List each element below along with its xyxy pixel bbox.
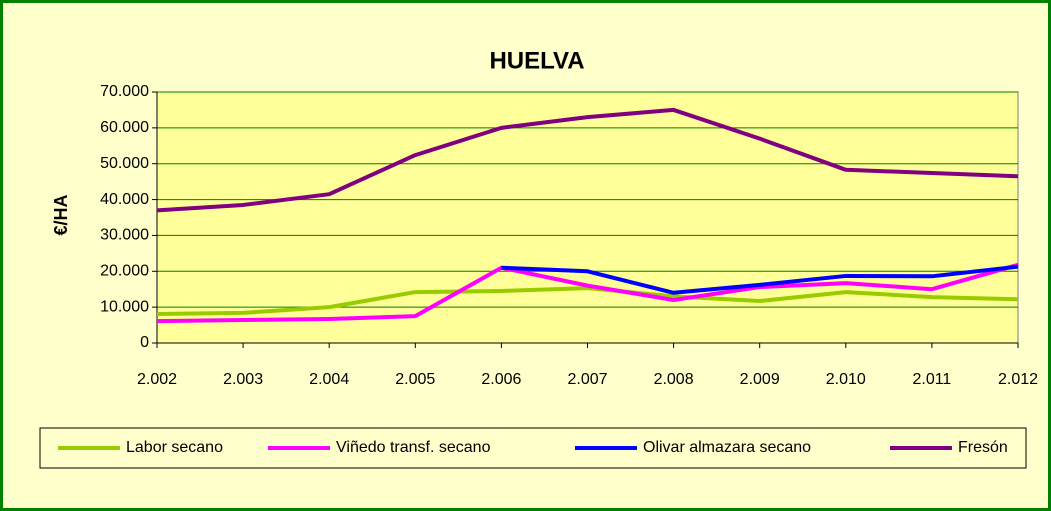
series-line — [156, 286, 1019, 316]
legend-label: Fresón — [958, 439, 1008, 456]
y-tick-label: 10.000 — [100, 298, 149, 315]
chart-title: HUELVA — [489, 47, 584, 74]
plot-area — [156, 91, 1019, 344]
y-tick-label: 70.000 — [100, 83, 149, 100]
series-line — [156, 107, 1019, 213]
series-line — [156, 262, 1019, 324]
x-tick-label: 2.008 — [654, 371, 694, 388]
series-line — [501, 264, 1019, 295]
y-tick-label: 30.000 — [100, 227, 149, 244]
y-tick-label: 60.000 — [100, 119, 149, 136]
x-tick-label: 2.012 — [998, 371, 1038, 388]
x-tick-label: 2.002 — [137, 371, 177, 388]
x-tick-label: 2.007 — [567, 371, 607, 388]
legend-box — [39, 427, 1027, 469]
y-tick-label: 20.000 — [100, 263, 149, 280]
x-tick-label: 2.004 — [309, 371, 349, 388]
x-tick-label: 2.003 — [223, 371, 263, 388]
x-tick-label: 2.009 — [740, 371, 780, 388]
y-tick-label: 50.000 — [100, 155, 149, 172]
y-axis-label: €/HA — [51, 194, 71, 235]
y-tick-label: 0 — [140, 334, 149, 351]
x-tick-label: 2.011 — [912, 371, 951, 388]
legend-label: Viñedo transf. secano — [336, 439, 491, 456]
x-tick-label: 2.006 — [481, 371, 521, 388]
legend-label: Olivar almazara secano — [643, 439, 811, 456]
x-tick-label: 2.010 — [826, 371, 866, 388]
x-tick-label: 2.005 — [395, 371, 435, 388]
legend-label: Labor secano — [126, 439, 223, 456]
y-tick-label: 40.000 — [100, 191, 149, 208]
